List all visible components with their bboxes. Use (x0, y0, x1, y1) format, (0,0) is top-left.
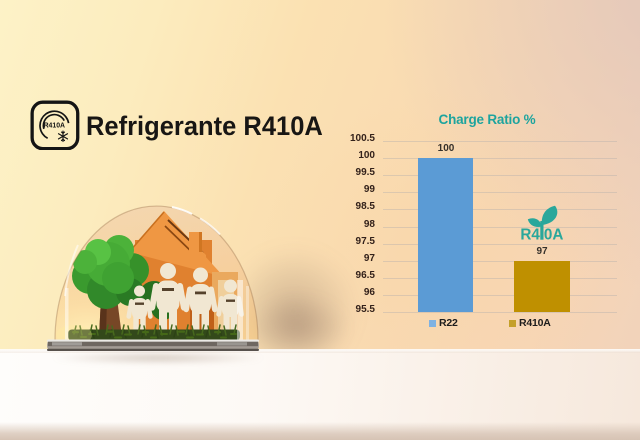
svg-text:R410A: R410A (44, 123, 65, 130)
svg-text:R4: R4 (520, 227, 540, 244)
svg-text:0A: 0A (544, 227, 564, 244)
